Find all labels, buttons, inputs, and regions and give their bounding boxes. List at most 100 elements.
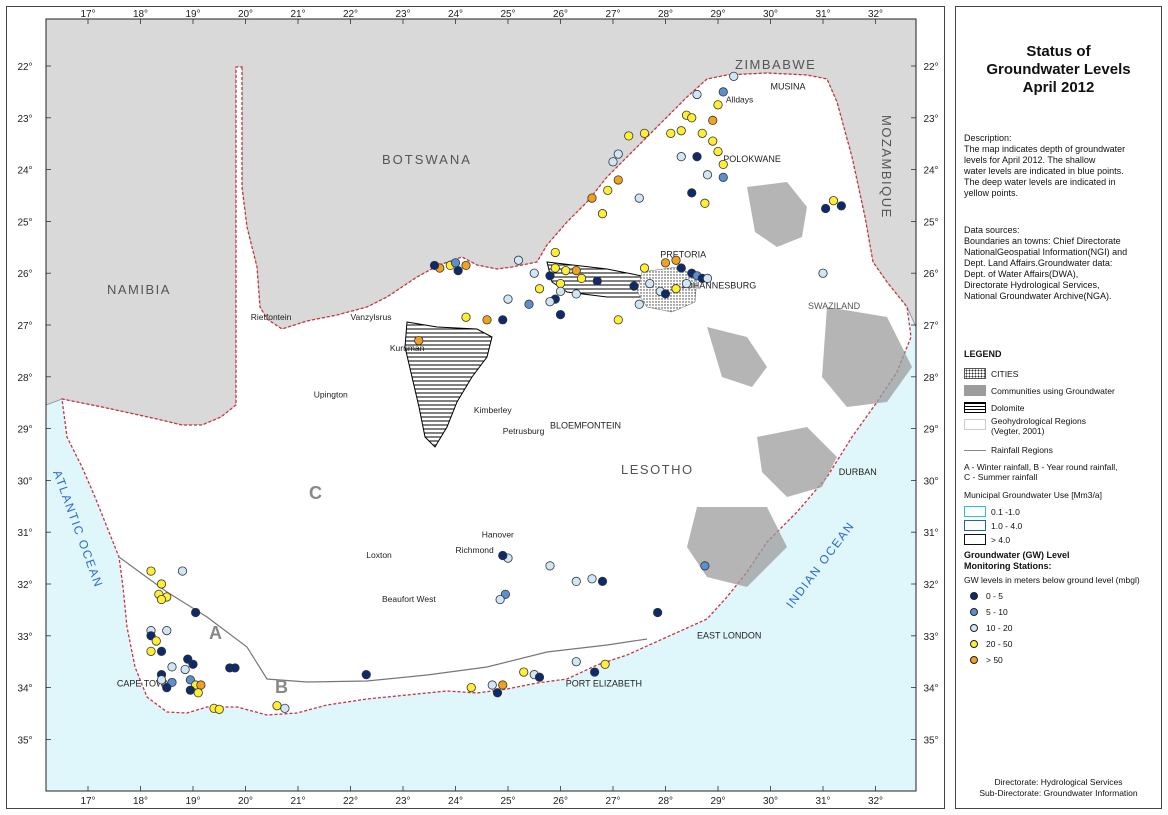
gw-station-marker[interactable] <box>545 297 555 307</box>
gw-station-marker[interactable] <box>545 271 555 281</box>
gw-station-marker[interactable] <box>613 149 623 159</box>
gw-station-marker[interactable] <box>700 561 710 571</box>
gw-station-marker[interactable] <box>230 663 240 673</box>
gw-station-marker[interactable] <box>180 664 190 675</box>
gw-station-marker[interactable] <box>702 170 713 180</box>
gw-station-marker[interactable] <box>608 157 618 167</box>
gw-station-marker[interactable] <box>550 263 560 273</box>
gw-station-marker[interactable] <box>571 266 581 276</box>
gw-station-marker[interactable] <box>613 315 623 325</box>
gw-station-marker[interactable] <box>487 680 497 690</box>
gw-station-marker[interactable] <box>156 646 167 656</box>
gw-station-marker[interactable] <box>718 159 728 170</box>
gw-station-marker[interactable] <box>482 315 492 325</box>
gw-station-marker[interactable] <box>653 607 663 618</box>
gw-station-marker[interactable] <box>524 299 534 309</box>
gw-station-marker[interactable] <box>196 680 206 690</box>
gw-station-marker[interactable] <box>597 209 608 219</box>
gw-station-marker[interactable] <box>571 657 581 667</box>
gw-station-marker[interactable] <box>503 294 513 304</box>
gw-station-marker[interactable] <box>666 128 676 138</box>
gw-station-marker[interactable] <box>185 685 195 695</box>
gw-station-marker[interactable] <box>162 626 172 636</box>
gw-station-marker[interactable] <box>821 203 831 214</box>
gw-station-marker[interactable] <box>587 193 597 203</box>
gw-station-marker[interactable] <box>634 299 644 309</box>
gw-station-marker[interactable] <box>624 131 634 141</box>
gw-station-marker[interactable] <box>550 247 560 258</box>
gw-station-marker[interactable] <box>597 576 608 587</box>
gw-station-marker[interactable] <box>156 594 167 605</box>
gw-station-marker[interactable] <box>151 636 161 646</box>
gw-station-marker[interactable] <box>495 594 505 605</box>
gw-station-marker[interactable] <box>660 258 671 268</box>
gw-station-marker[interactable] <box>692 89 702 100</box>
gw-station-marker[interactable] <box>702 273 713 283</box>
gw-station-marker[interactable] <box>534 284 545 294</box>
gw-station-marker[interactable] <box>429 260 440 271</box>
gw-station-marker[interactable] <box>700 198 710 208</box>
gw-station-marker[interactable] <box>450 258 461 268</box>
gw-station-marker[interactable] <box>713 146 723 157</box>
gw-station-marker[interactable] <box>214 704 224 714</box>
gw-station-marker[interactable] <box>146 646 156 656</box>
gw-station-marker[interactable] <box>645 278 655 289</box>
gw-station-marker[interactable] <box>529 268 539 278</box>
gw-station-marker[interactable] <box>167 662 177 672</box>
gw-station-marker[interactable] <box>513 255 524 265</box>
gw-station-marker[interactable] <box>681 278 692 289</box>
gw-station-marker[interactable] <box>676 152 686 162</box>
gw-station-marker[interactable] <box>729 71 739 81</box>
gw-station-marker[interactable] <box>818 268 828 278</box>
gw-station-marker[interactable] <box>498 680 508 690</box>
gw-station-marker[interactable] <box>193 688 203 698</box>
gw-station-marker[interactable] <box>272 701 282 711</box>
gw-station-marker[interactable] <box>600 659 610 669</box>
gw-station-marker[interactable] <box>613 175 623 185</box>
station-layer[interactable] <box>146 71 846 714</box>
gw-station-marker[interactable] <box>555 286 566 296</box>
gw-station-marker[interactable] <box>561 266 571 276</box>
gw-station-marker[interactable] <box>461 260 471 271</box>
gw-station-marker[interactable] <box>718 172 728 182</box>
gw-station-marker[interactable] <box>639 128 650 138</box>
gw-station-marker[interactable] <box>571 576 581 587</box>
gw-station-marker[interactable] <box>587 574 597 584</box>
gw-station-marker[interactable] <box>576 273 587 283</box>
gw-station-marker[interactable] <box>534 672 545 682</box>
gw-station-marker[interactable] <box>177 566 188 576</box>
gw-station-marker[interactable] <box>692 152 702 162</box>
gw-station-marker[interactable] <box>660 289 671 299</box>
gw-station-marker[interactable] <box>676 263 686 273</box>
gw-station-marker[interactable] <box>708 115 718 125</box>
gw-station-marker[interactable] <box>592 276 602 286</box>
gw-station-marker[interactable] <box>498 550 508 561</box>
gw-station-marker[interactable] <box>687 113 697 123</box>
gw-station-marker[interactable] <box>671 255 681 265</box>
gw-station-marker[interactable] <box>639 263 650 273</box>
gw-station-marker[interactable] <box>555 310 566 320</box>
gw-station-marker[interactable] <box>162 682 172 693</box>
gw-station-marker[interactable] <box>545 561 555 571</box>
gw-station-marker[interactable] <box>555 278 566 289</box>
gw-station-marker[interactable] <box>461 312 471 322</box>
gw-station-marker[interactable] <box>280 703 290 713</box>
gw-station-marker[interactable] <box>191 607 201 618</box>
gw-station-marker[interactable] <box>492 688 503 698</box>
gw-station-marker[interactable] <box>453 266 463 276</box>
gw-station-marker[interactable] <box>498 315 508 325</box>
gw-station-marker[interactable] <box>634 193 644 203</box>
gw-station-marker[interactable] <box>697 128 707 138</box>
gw-station-marker[interactable] <box>687 188 697 198</box>
gw-station-marker[interactable] <box>708 136 718 146</box>
gw-station-marker[interactable] <box>713 100 723 110</box>
gw-station-marker[interactable] <box>629 281 639 291</box>
gw-station-marker[interactable] <box>828 196 839 206</box>
gw-station-marker[interactable] <box>156 579 167 589</box>
gw-station-marker[interactable] <box>519 667 529 677</box>
gw-station-marker[interactable] <box>156 675 167 685</box>
gw-station-marker[interactable] <box>590 667 600 677</box>
gw-station-marker[interactable] <box>146 566 156 576</box>
gw-station-marker[interactable] <box>466 682 476 693</box>
gw-station-marker[interactable] <box>414 335 424 346</box>
